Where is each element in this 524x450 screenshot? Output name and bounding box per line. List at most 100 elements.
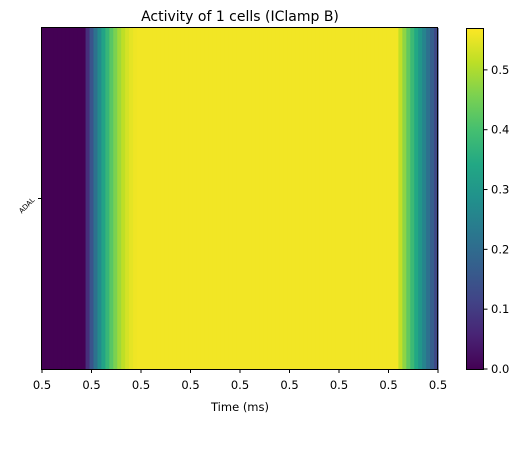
heatmap-cell [216, 28, 221, 369]
heatmap-cell [148, 28, 154, 369]
heatmap-cell [156, 28, 162, 369]
heatmap-cell [164, 28, 170, 369]
heatmap-cell [402, 28, 407, 369]
heatmap-cell [323, 28, 328, 369]
heatmap-cell [354, 28, 360, 369]
heatmap-cell [129, 28, 134, 369]
heatmap-cell [224, 28, 229, 369]
x-tick-label: 0.5 [82, 378, 100, 392]
heatmap-cell [117, 28, 122, 369]
heatmap-cell [263, 28, 269, 369]
colorbar-tick-label: 0.1 [491, 302, 509, 316]
heatmap-cell [418, 28, 423, 369]
heatmap-cell [212, 28, 217, 369]
heatmap-cell [350, 28, 356, 369]
heatmap-cell [168, 28, 174, 369]
heatmap-cell [61, 28, 67, 369]
x-axis-label: Time (ms) [210, 400, 269, 414]
heatmap-cell [81, 28, 87, 369]
x-tick-label: 0.5 [231, 378, 249, 392]
heatmap-cell [255, 28, 261, 369]
colorbar-frame [466, 28, 484, 370]
heatmap-cell [243, 28, 249, 369]
y-axis-ticks: ADAL [17, 196, 42, 215]
colorbar-tick-label: 0.0 [491, 362, 509, 376]
heatmap-cell [220, 28, 225, 369]
heatmap-cell [410, 28, 415, 369]
colorbar-ticks: 0.0 0.1 0.2 0.3 0.4 0.5 [483, 63, 509, 376]
heatmap-cell [362, 28, 368, 369]
x-tick-label: 0.5 [181, 378, 199, 392]
heatmap-cell [398, 28, 403, 369]
heatmap-cell [279, 28, 285, 369]
heatmap-cell [251, 28, 257, 369]
heatmap-cell [370, 28, 376, 369]
heatmap-cell [311, 28, 316, 369]
colorbar [466, 28, 483, 369]
heatmap-cell [141, 28, 146, 369]
heatmap-cell [382, 28, 388, 369]
heatmap-cell [144, 28, 150, 369]
heatmap-cell [366, 28, 372, 369]
heatmap-cell [152, 28, 158, 369]
x-tick-label: 0.5 [330, 378, 348, 392]
heatmap-cell [49, 28, 55, 369]
heatmap-cell [275, 28, 281, 369]
heatmap-cell [113, 28, 118, 369]
heatmap-cell [160, 28, 166, 369]
heatmap-cell [184, 28, 190, 369]
heatmap-cell [125, 28, 130, 369]
colorbar-tick-label: 0.2 [491, 242, 509, 256]
heatmap-cell [121, 28, 126, 369]
heatmap-cell [188, 28, 194, 369]
heatmap-cell [247, 28, 253, 369]
heatmap-cell [236, 28, 241, 369]
heatmap-cell [45, 28, 51, 369]
heatmap-cell [406, 28, 411, 369]
heatmap-cell [176, 28, 182, 369]
heatmap-cell [386, 28, 392, 369]
heatmap-cell [378, 28, 384, 369]
heatmap-cell [53, 28, 59, 369]
heatmap-cell [204, 28, 209, 369]
heatmap-cell [133, 28, 138, 369]
x-tick-label: 0.5 [280, 378, 298, 392]
heatmap-cell [414, 28, 419, 369]
colorbar-tick-label: 0.4 [491, 123, 509, 137]
heatmap-cell [315, 28, 320, 369]
heatmap-cell [394, 28, 399, 369]
y-row-label: ADAL [17, 196, 36, 215]
x-tick-label: 0.5 [429, 378, 447, 392]
heatmap-cell [137, 28, 142, 369]
heatmap-cell [339, 28, 344, 369]
heatmap-cells [42, 28, 439, 369]
chart-title: Activity of 1 cells (IClamp B) [141, 9, 339, 25]
heatmap-cell [358, 28, 364, 369]
heatmap-cell [73, 28, 79, 369]
heatmap-cell [346, 28, 352, 369]
heatmap-cell [192, 28, 198, 369]
heatmap-cell [434, 28, 439, 369]
heatmap-cell [327, 28, 332, 369]
heatmap-cell [42, 28, 47, 369]
heatmap-cell [196, 28, 201, 369]
heatmap-cell [430, 28, 435, 369]
heatmap-cell [101, 28, 106, 369]
colorbar-tick-label: 0.5 [491, 63, 509, 77]
heatmap-cell [342, 28, 348, 369]
heatmap-cell [97, 28, 102, 369]
heatmap-cell [89, 28, 95, 369]
heatmap-cell [307, 28, 312, 369]
heatmap-cell [105, 28, 110, 369]
heatmap-cell [232, 28, 237, 369]
heatmap-cell [291, 28, 297, 369]
x-tick-label: 0.5 [379, 378, 397, 392]
heatmap-cell [303, 28, 308, 369]
x-tick-label: 0.5 [33, 378, 51, 392]
heatmap-cell [259, 28, 265, 369]
heatmap-cell [335, 28, 340, 369]
heatmap-cell [287, 28, 293, 369]
heatmap-cell [283, 28, 289, 369]
heatmap-cell [299, 28, 304, 369]
